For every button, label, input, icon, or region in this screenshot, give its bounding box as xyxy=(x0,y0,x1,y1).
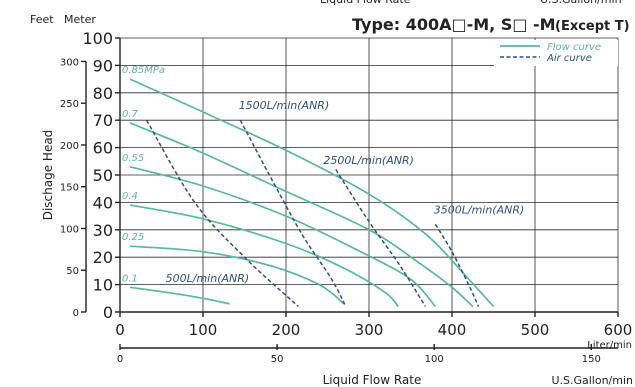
flow-curve-label: 0.1 xyxy=(122,273,138,284)
air-curve xyxy=(145,119,299,308)
y-tick-label-meter: 10 xyxy=(93,276,113,295)
flow-curve xyxy=(129,204,399,308)
y-tick-label-feet: 200 xyxy=(60,141,79,152)
x-tick-label: 600 xyxy=(604,321,633,339)
y-tick-label-feet: 100 xyxy=(60,224,79,235)
flow-curves: 0.85MPa 0.7 0.55 0.4 0.25 0.1 xyxy=(122,65,495,308)
flow-curve-label: 0.7 xyxy=(122,109,139,120)
x2-tick-label: 100 xyxy=(425,354,444,365)
air-curve-label: 1500L/min(ANR) xyxy=(239,99,330,112)
air-curve-label: 500L/min(ANR) xyxy=(166,272,250,285)
flow-curve-label: 0.4 xyxy=(122,191,138,202)
legend-label: Air curve xyxy=(546,53,592,64)
cropped-top-labels: Liquid Flow Rate U.S.Gallon/min xyxy=(320,0,622,6)
y-unit-feet: Feet xyxy=(30,13,54,26)
legend-box xyxy=(494,40,618,66)
x2-axis-title: Liquid Flow Rate xyxy=(323,373,422,387)
y-unit-meter: Meter xyxy=(64,13,96,26)
chart-title: Type: 400A□-M, S□ -M xyxy=(352,15,556,34)
x-tick-label: 0 xyxy=(115,321,125,339)
legend-label: Flow curve xyxy=(547,42,601,53)
y-tick-label-meter: 30 xyxy=(93,221,113,240)
x2-tick-label: 50 xyxy=(271,354,284,365)
y-tick-label-feet: 250 xyxy=(60,99,79,110)
x-tick-label: 400 xyxy=(438,321,467,339)
flow-curve xyxy=(129,286,230,305)
flow-curve-label: 0.25 xyxy=(122,232,144,243)
y-tick-label-meter: 60 xyxy=(93,139,113,158)
y-tick-label-meter: 70 xyxy=(93,111,113,130)
cropped-top-label: Liquid Flow Rate xyxy=(320,0,411,6)
x-unit-label: Liter/min xyxy=(587,340,632,351)
flow-curve xyxy=(129,245,345,305)
y-tick-label-meter: 0 xyxy=(103,303,113,322)
x2-unit-label: U.S.Gallon/min xyxy=(551,374,633,387)
flow-curve-label: 0.85MPa xyxy=(122,65,165,76)
y-tick-label-feet: 300 xyxy=(60,57,79,68)
air-curve-label: 3500L/min(ANR) xyxy=(434,203,525,216)
air-curve xyxy=(239,119,347,307)
y-tick-label-meter: 90 xyxy=(93,56,113,75)
y-tick-label-meter: 80 xyxy=(93,84,113,103)
flow-curve xyxy=(129,165,437,308)
x-tick-label: 200 xyxy=(272,321,301,339)
y-tick-label-meter: 40 xyxy=(93,193,113,212)
x2-tick-label: 0 xyxy=(117,354,123,365)
y-tick-label-feet: 50 xyxy=(66,266,79,277)
flow-curve xyxy=(129,122,474,308)
y-axis-label: Dischage Head xyxy=(41,130,55,221)
y-tick-label-meter: 100 xyxy=(82,29,113,48)
y-tick-label-feet: 150 xyxy=(60,183,79,194)
x-tick-label: 500 xyxy=(521,321,550,339)
air-curve xyxy=(434,223,480,307)
air-curve-label: 2500L/min(ANR) xyxy=(323,154,414,167)
flow-curve-label: 0.55 xyxy=(122,153,144,164)
x-tick-label: 300 xyxy=(355,321,384,339)
x2-tick-label: 150 xyxy=(582,354,601,365)
cropped-top-label: U.S.Gallon/min xyxy=(540,0,622,6)
y-tick-label-meter: 20 xyxy=(93,248,113,267)
flow-curve xyxy=(129,78,495,308)
y-tick-label-feet: 0 xyxy=(73,308,79,319)
air-curves: 500L/min(ANR) 1500L/min(ANR) 2500L/min(ANR… xyxy=(145,99,525,308)
air-curve xyxy=(335,169,427,307)
chart-title-suffix: (Except T) xyxy=(555,19,630,34)
y-tick-label-meter: 50 xyxy=(93,166,113,185)
x-tick-label: 100 xyxy=(189,321,218,339)
